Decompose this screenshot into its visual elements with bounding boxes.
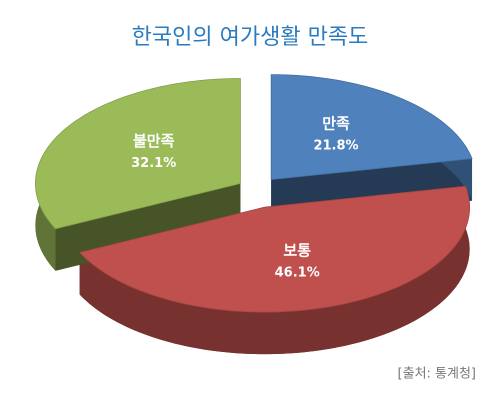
source-note: [출처: 통계청] <box>398 367 476 382</box>
slice-value-label: 32.1% <box>131 156 176 171</box>
slice <box>270 74 473 181</box>
slice-wall <box>79 186 470 355</box>
slice-value-label: 46.1% <box>275 265 320 280</box>
slice <box>78 185 471 313</box>
slice <box>35 78 241 230</box>
slice-label: 보통 <box>283 241 311 259</box>
chart-title: 한국인의 여가생활 만족도 <box>132 25 369 50</box>
slice-label: 만족 <box>322 114 350 132</box>
slice-value-label: 21.8% <box>313 138 358 153</box>
slice-tops: 만족 21.8% 보통 46.1% 불만족 32.1% <box>35 74 473 313</box>
slice-label: 불만족 <box>133 132 175 150</box>
